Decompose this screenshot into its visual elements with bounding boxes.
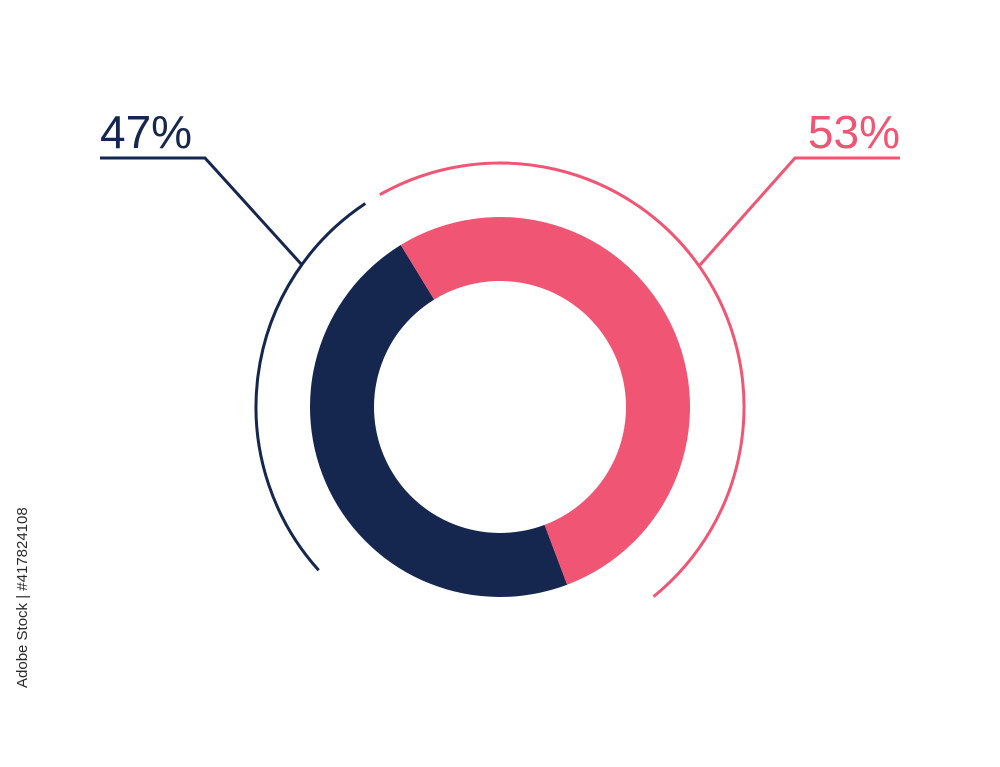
watermark-text: Adobe Stock | #417824108 bbox=[14, 507, 31, 688]
donut-segment bbox=[400, 217, 690, 585]
outer-arc bbox=[379, 161, 746, 598]
leader-line bbox=[698, 156, 900, 266]
donut-segment bbox=[309, 244, 568, 598]
outer-arc bbox=[254, 202, 367, 572]
value-label: 53% bbox=[808, 106, 900, 158]
leader-line bbox=[100, 156, 304, 267]
value-label: 47% bbox=[100, 106, 192, 158]
